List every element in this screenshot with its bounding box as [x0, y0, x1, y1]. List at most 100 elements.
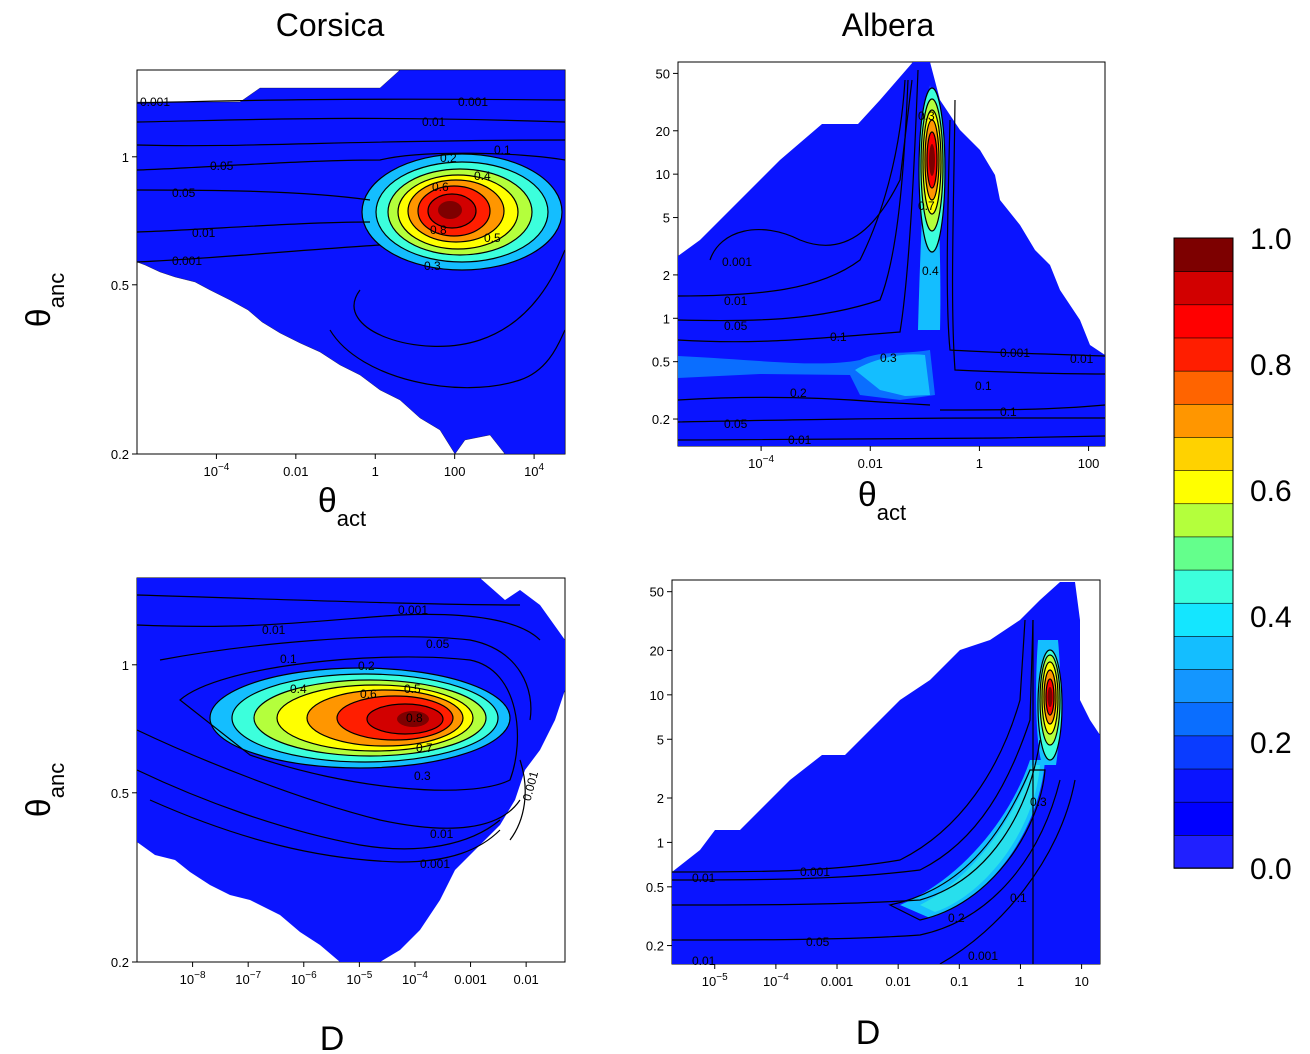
x-axis-ticks: 10−4 0.01 1 100 — [748, 446, 1099, 471]
colorbar-label: 0.4 — [1250, 601, 1292, 634]
x-tick-label: 0.01 — [886, 974, 911, 989]
colorbar-label: 0.8 — [1250, 349, 1292, 382]
panel-corsica-theta-act: Corsica — [20, 7, 566, 531]
contour-label: 0.1 — [1010, 891, 1027, 905]
x-tick-label: 100 — [1078, 456, 1100, 471]
contour-label: 0.4 — [474, 169, 491, 183]
y-tick-label: 5 — [663, 211, 670, 226]
contour-label: 0.2 — [358, 659, 375, 673]
y-tick-label: 0.2 — [652, 412, 670, 427]
contour-label: 0.05 — [172, 186, 196, 200]
contour-label: 0.8 — [406, 711, 423, 725]
x-axis-ticks: 10−4 0.01 1 100 104 — [203, 454, 545, 479]
contour-label: 0.001 — [398, 603, 428, 617]
contour-label: 0.001 — [722, 255, 752, 269]
colorbar-swatch — [1173, 834, 1234, 869]
y-axis-ticks: 0.2 0.5 1 — [111, 658, 137, 970]
panel-corsica-d: 0.001 0.01 0.05 0.1 0.2 0.4 0.6 0.5 0.8 … — [20, 577, 566, 1054]
contour-label: 0.05 — [426, 637, 450, 651]
contour-label: 0.01 — [1070, 352, 1094, 366]
colorbar-frame — [1173, 237, 1234, 869]
contour-lines — [677, 69, 1106, 441]
probability-field — [137, 578, 565, 962]
contour-label: 0.7 — [416, 741, 433, 755]
contour-label: 0.2 — [440, 151, 457, 165]
contour-label: 0.1 — [975, 379, 992, 393]
contour-label: 0.5 — [404, 682, 421, 696]
x-tick-label: 10 — [1074, 974, 1088, 989]
contour-label: 0.01 — [422, 115, 446, 129]
contour-label: 0.1 — [830, 330, 847, 344]
y-tick-label: 0.2 — [111, 447, 129, 462]
x-axis-label: D — [856, 1014, 881, 1052]
contour-label: 0.01 — [692, 871, 716, 885]
contour-labels: 0.001 0.001 0.01 0.05 0.05 0.01 0.001 0.… — [140, 95, 511, 273]
x-tick-label: 104 — [524, 462, 544, 479]
y-axis-label: θanc — [20, 273, 69, 327]
contour-label: 0.1 — [280, 652, 297, 666]
y-tick-label: 10 — [650, 688, 664, 703]
contour-label: 0.001 — [968, 949, 998, 963]
contour-label: 0.4 — [922, 264, 939, 278]
y-axis-ticks: 0.2 0.5 1 — [111, 150, 137, 462]
x-tick-label: 10−7 — [235, 970, 261, 987]
y-tick-label: 0.5 — [652, 355, 670, 370]
y-tick-label: 20 — [656, 124, 670, 139]
y-axis-ticks: 0.2 0.5 1 2 5 10 20 50 — [652, 66, 678, 427]
x-axis-ticks: 10−8 10−7 10−6 10−5 10−4 0.001 0.01 — [180, 962, 539, 987]
contour-label: 0.01 — [788, 433, 812, 447]
x-axis-label: θact — [318, 482, 366, 531]
panel-albera-theta-act: Albera — [652, 7, 1106, 525]
probability-field — [672, 582, 1100, 964]
contour-label: 0.01 — [430, 827, 454, 841]
x-tick-label: 1 — [372, 464, 379, 479]
x-tick-label: 0.001 — [821, 974, 854, 989]
colorbar-swatch — [1173, 536, 1234, 571]
contour-label: 0.01 — [192, 226, 216, 240]
x-tick-label: 0.01 — [513, 972, 538, 987]
colorbar-swatch — [1173, 668, 1234, 704]
contour-label: 0.7 — [918, 199, 935, 213]
x-tick-label: 10−4 — [763, 972, 789, 989]
x-tick-label: 100 — [444, 464, 466, 479]
x-tick-label: 0.1 — [950, 974, 968, 989]
y-axis-ticks: 0.2 0.5 1 2 5 10 20 50 — [646, 585, 672, 954]
contour-label: 0.05 — [724, 319, 748, 333]
colorbar-swatch — [1173, 602, 1234, 637]
x-axis-ticks: 10−5 10−4 0.001 0.01 0.1 1 10 — [702, 964, 1089, 989]
contour-label: 0.2 — [948, 911, 965, 925]
x-tick-label: 0.01 — [858, 456, 883, 471]
contour-label: 0.3 — [424, 259, 441, 273]
contour-label: 0.01 — [724, 294, 748, 308]
colorbar-swatch — [1173, 403, 1234, 438]
colorbar-swatches — [1173, 237, 1234, 869]
y-tick-label: 1 — [657, 835, 664, 850]
x-tick-label: 10−4 — [748, 454, 774, 471]
x-tick-label: 10−5 — [702, 972, 728, 989]
contour-label: 0.01 — [692, 954, 716, 968]
contour-lines — [136, 594, 541, 863]
colorbar-swatch — [1173, 270, 1234, 306]
colorbar-swatch — [1173, 436, 1234, 471]
y-tick-label: 50 — [656, 66, 670, 81]
contour-label: 0.2 — [790, 386, 807, 400]
colorbar-swatch — [1173, 701, 1234, 737]
x-tick-label: 10−4 — [402, 970, 428, 987]
colorbar-swatch — [1173, 768, 1234, 803]
x-tick-label: 1 — [1017, 974, 1024, 989]
colorbar-swatch — [1173, 502, 1234, 538]
y-tick-label: 0.2 — [646, 939, 664, 954]
colorbar-swatch — [1173, 337, 1234, 372]
panel-albera-d: 0.01 0.001 0.05 0.01 0.2 0.1 0.3 0.001 1… — [646, 579, 1101, 1052]
y-tick-label: 0.2 — [111, 955, 129, 970]
contour-label: 0.1 — [494, 143, 511, 157]
contour-label: 0.3 — [880, 351, 897, 365]
y-tick-label: 2 — [657, 791, 664, 806]
contour-label: 0.8 — [430, 223, 447, 237]
x-tick-label: 10−5 — [346, 970, 372, 987]
y-tick-label: 0.5 — [111, 786, 129, 801]
contour-label: 0.001 — [458, 95, 488, 109]
y-tick-label: 1 — [122, 658, 129, 673]
colorbar-label: 1.0 — [1250, 223, 1292, 256]
